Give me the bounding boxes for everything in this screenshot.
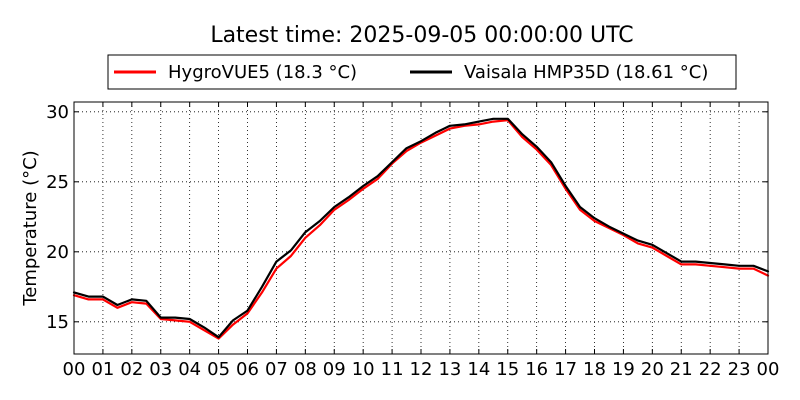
x-tick-label: 11 [381, 359, 404, 380]
x-tick-label: 14 [467, 359, 490, 380]
legend: HygroVUE5 (18.3 °C) Vaisala HMP35D (18.6… [107, 54, 737, 90]
series-layer [72, 117, 770, 340]
x-tick-label: 19 [612, 359, 635, 380]
y-axis-title: Temperature (°C) [20, 150, 41, 306]
chart-title: Latest time: 2025-09-05 00:00:00 UTC [210, 23, 633, 48]
x-tick-label: 09 [323, 359, 346, 380]
legend-label-vaisala-hmp35d: Vaisala HMP35D (18.61 °C) [464, 62, 708, 83]
x-axis: 00 01 02 03 04 05 06 07 08 09 10 11 12 13 14 15 16 17 18 19… [63, 102, 780, 380]
x-tick-label: 06 [236, 359, 259, 380]
y-tick-label: 20 [46, 242, 69, 263]
x-tick-label: 17 [554, 359, 577, 380]
x-tick-label: 03 [149, 359, 172, 380]
x-tick-label: 22 [699, 359, 722, 380]
x-tick-label: 00 [757, 359, 780, 380]
x-tick-label: 20 [641, 359, 664, 380]
x-tick-label: 12 [410, 359, 433, 380]
y-tick-label: 15 [46, 312, 69, 333]
series-line-0 [72, 119, 770, 340]
x-tick-label: 05 [207, 359, 230, 380]
x-tick-label: 04 [178, 359, 201, 380]
x-tick-label: 21 [670, 359, 693, 380]
x-tick-label: 18 [583, 359, 606, 380]
x-tick-label: 08 [294, 359, 317, 380]
x-tick-label: 15 [496, 359, 519, 380]
plot-area [73, 101, 769, 355]
series-line-1 [72, 117, 770, 339]
x-tick-label: 01 [91, 359, 114, 380]
x-tick-label: 02 [120, 359, 143, 380]
x-tick-label: 23 [728, 359, 751, 380]
x-tick-label: 07 [265, 359, 288, 380]
y-tick-label: 30 [46, 102, 69, 123]
x-tick-label: 10 [352, 359, 375, 380]
x-tick-label: 16 [525, 359, 548, 380]
legend-label-hygrovue5: HygroVUE5 (18.3 °C) [168, 62, 357, 83]
grid-lines [74, 102, 768, 354]
x-tick-label: 00 [63, 359, 86, 380]
x-tick-label: 13 [438, 359, 461, 380]
y-axis: 15 20 25 30 [46, 102, 768, 333]
y-tick-label: 25 [46, 172, 69, 193]
